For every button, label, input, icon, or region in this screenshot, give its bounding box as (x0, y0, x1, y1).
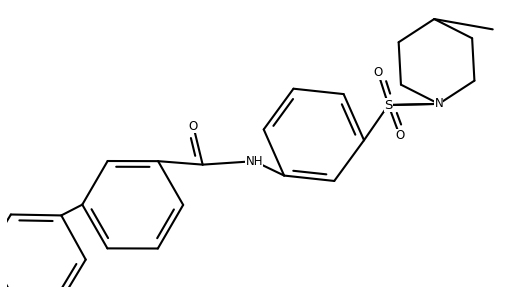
Text: N: N (435, 97, 443, 110)
Text: O: O (189, 120, 198, 133)
Text: O: O (373, 67, 383, 79)
Text: NH: NH (246, 155, 263, 168)
Text: S: S (384, 98, 393, 111)
Text: O: O (395, 130, 404, 143)
Text: N: N (435, 97, 443, 110)
